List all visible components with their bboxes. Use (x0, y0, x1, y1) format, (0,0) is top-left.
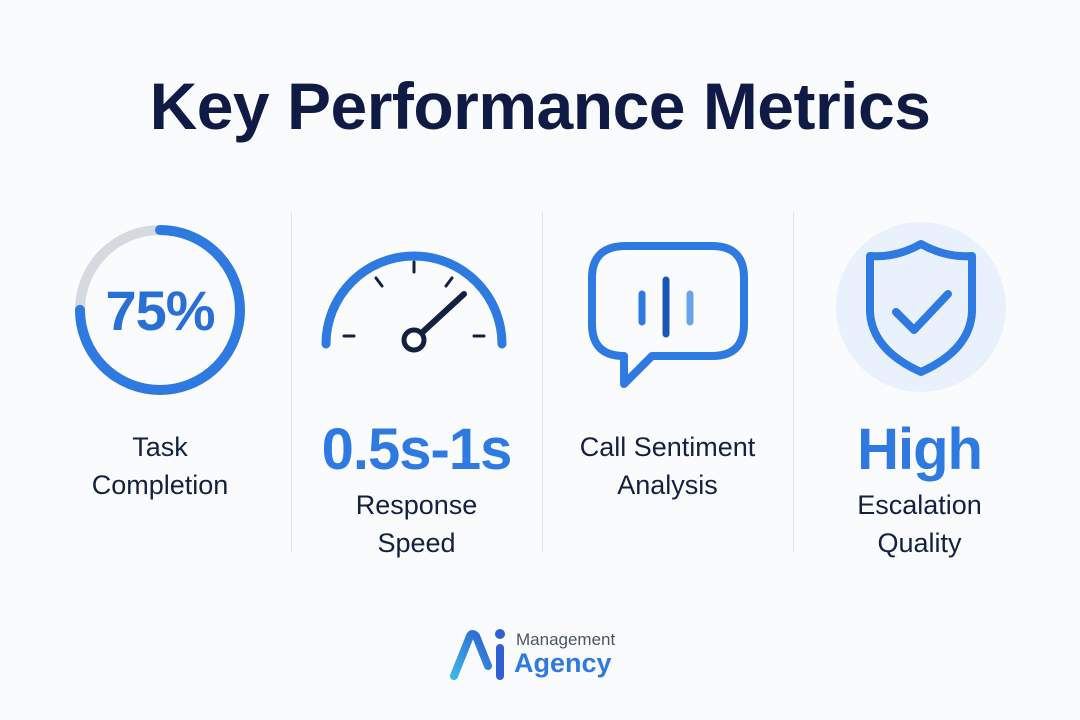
escalation-quality-value: High (857, 417, 983, 482)
response-speed-label-line1: Response (355, 490, 478, 520)
column-divider (793, 212, 794, 552)
speedometer-icon (321, 251, 507, 353)
column-divider (542, 212, 543, 552)
page-title: Key Performance Metrics (149, 69, 931, 143)
call-sentiment-label-line1: Call Sentiment (579, 432, 756, 462)
speech-bubble-waveform-icon (588, 242, 748, 388)
shield-check-icon (836, 222, 1006, 392)
progress-ring-fill (75, 225, 245, 395)
brand-logo: Management Agency (448, 616, 648, 686)
ai-logo-icon (450, 629, 505, 680)
call-sentiment-label-line2: Analysis (617, 470, 718, 500)
column-divider (291, 212, 292, 552)
response-speed-label-line2: Speed (377, 528, 456, 558)
task-completion-label-line1: Task (132, 432, 188, 462)
task-completion-value: 75% (105, 278, 215, 342)
brand-line2: Agency (514, 648, 612, 678)
progress-ring-icon: 75% (72, 222, 248, 398)
escalation-quality-label-line2: Quality (877, 528, 962, 558)
response-speed-value: 0.5s-1s (321, 417, 513, 482)
escalation-quality-label-line1: Escalation (857, 490, 982, 520)
task-completion-label-line2: Completion (91, 470, 229, 500)
brand-line1: Management (516, 630, 616, 649)
